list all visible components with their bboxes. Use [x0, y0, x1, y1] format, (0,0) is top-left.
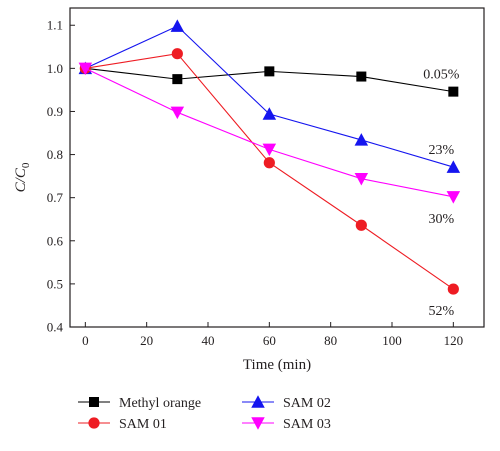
marker-point-methyl-orange: [448, 86, 459, 97]
marker-point-sam-03: [354, 172, 369, 186]
legend-item-sam-01: SAM 01: [78, 417, 167, 432]
legend-label: Methyl orange: [119, 396, 201, 411]
series-layer: [78, 19, 461, 295]
y-tick-label: 1.1: [47, 18, 63, 33]
y-axis-ticks: 0.4 0.5 0.6 0.7 0.8 0.9 1.0 1.1: [47, 18, 75, 335]
series-line-sam-03: [85, 67, 454, 198]
marker-point-methyl-orange: [172, 74, 183, 85]
x-tick-label: 100: [382, 333, 402, 348]
marker-point-methyl-orange: [356, 71, 367, 82]
marker-point-sam-01: [355, 219, 367, 231]
marker-point-sam-02: [170, 19, 185, 32]
legend-item-sam-02: SAM 02: [242, 395, 331, 411]
y-tick-label: 1.0: [47, 61, 63, 76]
x-tick-label: 0: [82, 333, 89, 348]
y-axis-title-subscript: 0: [20, 162, 32, 168]
marker-point-sam-03: [78, 62, 93, 76]
y-tick-label: 0.5: [47, 276, 63, 291]
plot-frame: [69, 7, 485, 328]
marker-point-sam-02: [354, 133, 369, 146]
y-axis-title: C/C0: [13, 162, 32, 192]
x-axis-ticks: 0 20 40 60 80 100 120: [82, 322, 463, 348]
y-tick-label: 0.8: [47, 147, 63, 162]
marker-point-sam-03: [170, 106, 185, 120]
series-methyl-orange: [80, 63, 459, 97]
legend-label: SAM 01: [119, 417, 167, 432]
x-axis-title: Time (min): [243, 357, 311, 373]
annotations: 0.05% 23% 30% 52%: [423, 68, 460, 319]
marker-point-sam-01: [447, 283, 459, 295]
x-tick-label: 60: [263, 333, 276, 348]
annotation-label: 30%: [428, 212, 454, 227]
series-sam-02: [78, 19, 461, 173]
series-sam-01: [79, 48, 459, 295]
marker-point-sam-02: [446, 160, 461, 173]
legend: Methyl orange SAM 02 SAM 01 SAM 03: [78, 395, 331, 432]
series-sam-03: [78, 62, 461, 204]
legend-label: SAM 03: [283, 417, 331, 432]
annotation-label: 0.05%: [423, 68, 460, 83]
marker-legend-sam-02: [251, 395, 265, 408]
marker-legend-sam-03: [251, 417, 265, 430]
x-tick-label: 40: [202, 333, 215, 348]
annotation-label: 23%: [428, 143, 454, 158]
marker-legend-methyl-orange: [89, 397, 99, 407]
marker-point-sam-03: [446, 191, 461, 204]
marker-point-sam-01: [171, 48, 183, 60]
x-tick-label: 120: [444, 333, 464, 348]
annotation-label: 52%: [428, 304, 454, 319]
y-tick-label: 0.4: [47, 320, 64, 335]
marker-point-methyl-orange: [264, 66, 275, 77]
marker-legend-sam-01: [88, 417, 100, 429]
legend-label: SAM 02: [283, 396, 331, 411]
marker-point-sam-01: [263, 157, 275, 169]
x-tick-label: 80: [324, 333, 337, 348]
x-tick-label: 20: [140, 333, 153, 348]
marker-point-sam-02: [262, 107, 277, 120]
y-tick-label: 0.7: [47, 190, 64, 205]
legend-item-sam-03: SAM 03: [242, 417, 331, 432]
marker-point-sam-03: [262, 143, 277, 157]
legend-item-methyl-orange: Methyl orange: [78, 396, 201, 411]
y-tick-label: 0.6: [47, 233, 64, 248]
y-tick-label: 0.9: [47, 104, 63, 119]
y-axis-title-base: C/C: [13, 167, 29, 192]
series-line-sam-01: [85, 53, 454, 290]
plot-border: [69, 7, 485, 328]
